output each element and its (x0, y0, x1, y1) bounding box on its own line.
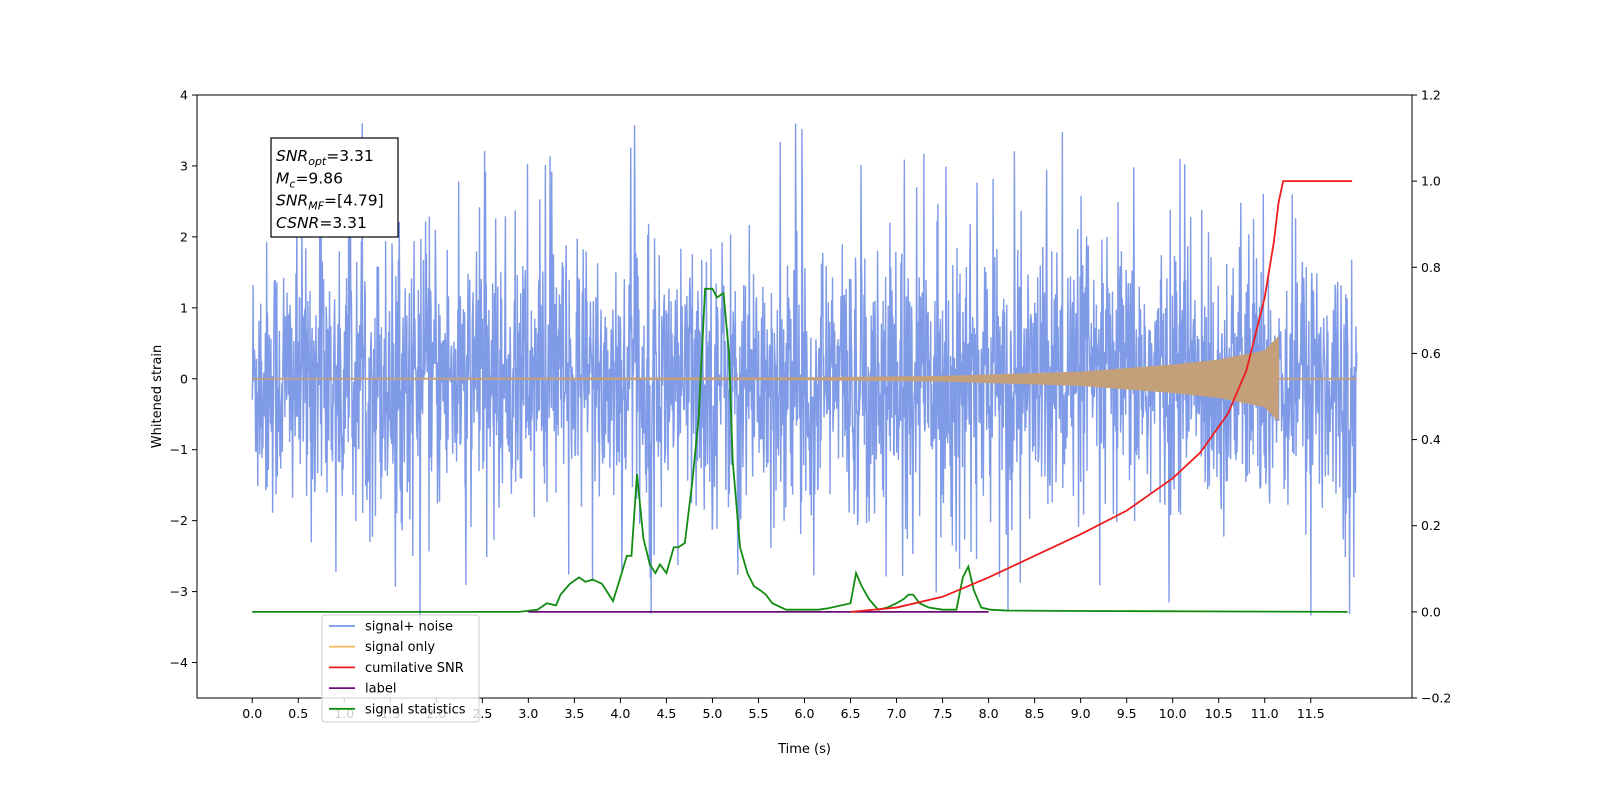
legend-label: signal+ noise (365, 620, 453, 635)
y-tick-label-right: 0.8 (1421, 260, 1441, 275)
x-tick-label: 6.0 (795, 706, 815, 721)
legend-label: label (365, 682, 396, 697)
x-tick-label: 4.5 (656, 706, 676, 721)
x-tick-label: 5.5 (749, 706, 769, 721)
y-tick-label-right: −0.2 (1421, 691, 1451, 706)
y-tick-label-right: 0.4 (1421, 432, 1441, 447)
x-tick-label: 11.5 (1297, 706, 1325, 721)
y-tick-label-left: 0 (180, 371, 188, 386)
x-tick-label: 5.0 (703, 706, 723, 721)
legend: signal+ noise signal only cumilative SNR la… (321, 614, 480, 723)
y-tick-label-right: 0.2 (1421, 518, 1441, 533)
annotation-line: SNRMF=[4.79] (276, 192, 384, 213)
x-tick-label: 7.0 (887, 706, 907, 721)
x-tick-label: 10.5 (1205, 706, 1233, 721)
x-tick-label: 3.5 (564, 706, 584, 721)
x-tick-label: 0.5 (288, 706, 308, 721)
annotation-line: SNRopt=3.31 (276, 147, 374, 168)
x-tick-label: 6.5 (841, 706, 861, 721)
series-lines (252, 180, 1353, 613)
x-tick-label: 9.5 (1117, 706, 1137, 721)
plot-area (251, 123, 1358, 633)
y-tick-label-right: 0.0 (1421, 604, 1441, 619)
legend-label: signal statistics (365, 702, 466, 717)
y-tick-label-left: 3 (180, 158, 188, 173)
x-tick-label: 10.0 (1159, 706, 1187, 721)
y-tick-label-left: −3 (170, 584, 188, 599)
x-tick-label: 8.5 (1025, 706, 1045, 721)
y-tick-label-left: −1 (170, 442, 188, 457)
x-tick-label: 8.0 (979, 706, 999, 721)
y-tick-label-left: −2 (170, 513, 188, 528)
series-signal-noise (251, 123, 1358, 633)
y-tick-label-right: 1.0 (1421, 174, 1441, 189)
series-signal-only (251, 336, 1358, 421)
x-tick-label: 9.0 (1071, 706, 1091, 721)
cumulative-snr-line (850, 180, 1353, 613)
legend-frame (321, 614, 480, 723)
legend-label: cumilative SNR (365, 661, 464, 676)
x-tick-label: 3.0 (518, 706, 538, 721)
x-tick-label: 11.0 (1251, 706, 1279, 721)
y-tick-label-left: −4 (170, 655, 188, 670)
y-tick-label-left: 2 (180, 229, 188, 244)
annotation-line: Mc=9.86 (276, 169, 343, 190)
x-tick-label: 4.0 (610, 706, 630, 721)
x-axis-label: Time (s) (777, 742, 831, 757)
y-tick-label-right: 0.6 (1421, 346, 1441, 361)
y-tick-label-right: 1.2 (1421, 88, 1441, 103)
y-axis-label-left: Whitened strain (150, 345, 165, 448)
x-tick-label: 0.0 (242, 706, 262, 721)
y-axis-left: 4 3 2 1 0 −1 −2 −3 −4 (170, 88, 197, 670)
y-axis-right: 1.2 1.0 0.8 0.6 0.4 0.2 0.0 −0.2 (1412, 88, 1451, 706)
signal-statistics-line (252, 287, 1348, 613)
x-tick-label: 7.5 (933, 706, 953, 721)
y-tick-label-left: 1 (180, 300, 188, 315)
signal-noise-line (251, 123, 1358, 633)
annotation-frame (270, 137, 399, 238)
signal-only-line (251, 336, 1358, 421)
annotation-line: CSNR=3.31 (276, 214, 367, 232)
y-tick-label-left: 4 (180, 88, 188, 103)
legend-label: signal only (365, 640, 435, 655)
